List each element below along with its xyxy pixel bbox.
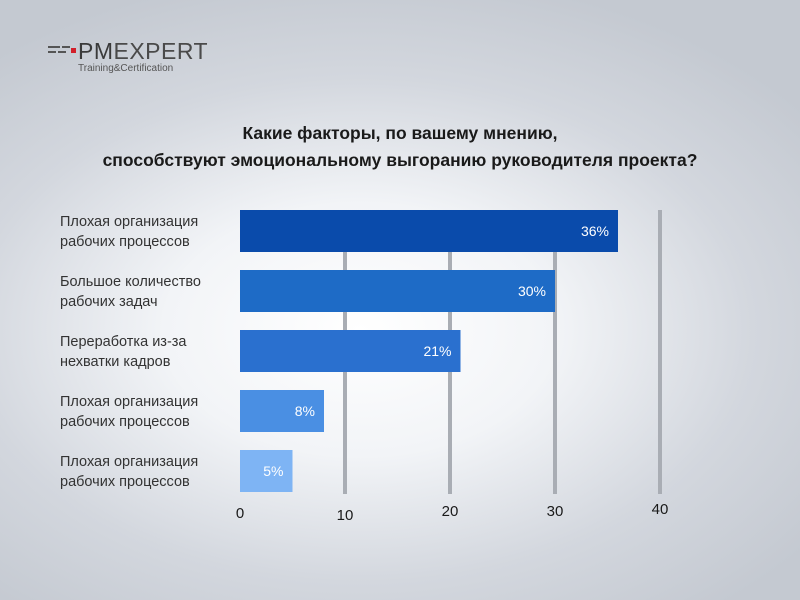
x-tick-label-1: 10 bbox=[337, 507, 354, 524]
category-label-0-line-2: рабочих процессов bbox=[60, 234, 190, 250]
category-label-1-line-1: Большое количество bbox=[60, 274, 201, 290]
x-tick-label-3: 30 bbox=[547, 503, 564, 520]
logo-dashes-icon bbox=[48, 46, 76, 53]
bar-value-label-1: 30% bbox=[518, 283, 546, 299]
logo-brand-pm: PM bbox=[78, 38, 114, 64]
bar-3 bbox=[240, 390, 324, 432]
logo-brand: PMEXPERT bbox=[78, 38, 208, 65]
category-label-3-line-1: Плохая организация bbox=[60, 394, 198, 410]
category-label-0-line-1: Плохая организация bbox=[60, 214, 198, 230]
chart-title-line-1: Какие факторы, по вашему мнению, bbox=[242, 123, 558, 143]
category-label-2-line-2: нехватки кадров bbox=[60, 354, 171, 370]
gridline-4 bbox=[658, 210, 662, 494]
bar-1 bbox=[240, 270, 555, 312]
x-tick-label-4: 40 bbox=[652, 501, 669, 518]
category-label-1-line-2: рабочих задач bbox=[60, 294, 158, 310]
category-label-4-line-1: Плохая организация bbox=[60, 454, 198, 470]
logo: PMEXPERT Training&Certification bbox=[48, 38, 248, 78]
x-tick-label-2: 20 bbox=[442, 503, 459, 520]
bar-value-label-0: 36% bbox=[581, 223, 609, 239]
chart-title-line-2: способствуют эмоциональному выгоранию ру… bbox=[102, 150, 698, 170]
bar-0 bbox=[240, 210, 618, 252]
gridline-3 bbox=[553, 210, 557, 494]
bar-value-label-2: 21% bbox=[423, 343, 451, 359]
category-label-3-line-2: рабочих процессов bbox=[60, 414, 190, 430]
bar-4 bbox=[240, 450, 293, 492]
logo-tagline: Training&Certification bbox=[78, 63, 174, 74]
chart-title: Какие факторы, по вашему мнению, способс… bbox=[0, 120, 800, 174]
category-label-2-line-1: Переработка из-за bbox=[60, 334, 187, 350]
logo-brand-rest: EXPERT bbox=[113, 38, 209, 64]
category-label-4-line-2: рабочих процессов bbox=[60, 474, 190, 490]
bar-value-label-4: 5% bbox=[263, 463, 283, 479]
bar-value-label-3: 8% bbox=[295, 403, 315, 419]
x-tick-label-0: 0 bbox=[236, 505, 244, 522]
bar-2 bbox=[240, 330, 461, 372]
